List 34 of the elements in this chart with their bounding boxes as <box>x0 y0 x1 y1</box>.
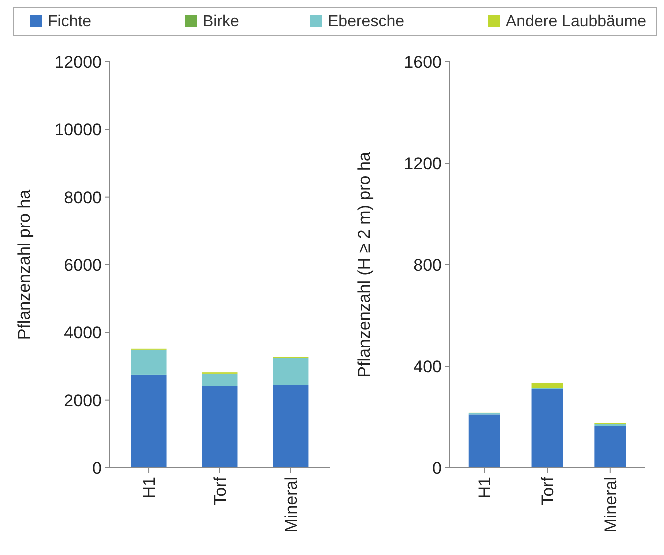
x-tick-label: H1 <box>476 477 495 499</box>
y-tick-label: 800 <box>414 256 442 275</box>
bar <box>532 382 564 388</box>
bar <box>532 389 564 468</box>
y-axis-title: Pflanzenzahl pro ha <box>15 189 34 340</box>
y-tick-label: 8000 <box>64 188 102 208</box>
legend-label: Fichte <box>48 14 92 31</box>
bar <box>273 385 309 468</box>
y-tick-label: 4000 <box>64 324 102 343</box>
x-tick-label: Torf <box>538 476 558 506</box>
legend-label: Andere Laubbäume <box>506 14 647 31</box>
y-tick-label: 12000 <box>54 52 102 72</box>
legend-label: Eberesche <box>328 14 405 31</box>
x-tick-label: Torf <box>210 476 230 506</box>
y-tick-label: 10000 <box>54 120 102 140</box>
y-tick-label: 0 <box>92 458 102 478</box>
legend-label: Birke <box>203 14 240 31</box>
x-tick-label: Mineral <box>282 477 301 533</box>
y-tick-label: 2000 <box>64 391 102 410</box>
y-axis-title: Pflanzenzahl (H ≥ 2 m) pro ha <box>355 152 374 378</box>
bar <box>468 414 500 468</box>
bar <box>131 350 167 375</box>
y-tick-label: 1200 <box>404 154 442 174</box>
x-tick-label: H1 <box>140 477 159 499</box>
bar <box>202 374 238 386</box>
y-tick-label: 0 <box>432 458 442 478</box>
bar <box>594 426 626 468</box>
y-tick-label: 1600 <box>404 52 442 72</box>
y-tick-label: 400 <box>414 357 442 376</box>
y-tick-label: 6000 <box>64 256 102 275</box>
x-tick-label: Mineral <box>601 477 620 533</box>
bar <box>131 374 167 468</box>
bar <box>202 386 238 468</box>
bar <box>273 358 309 386</box>
